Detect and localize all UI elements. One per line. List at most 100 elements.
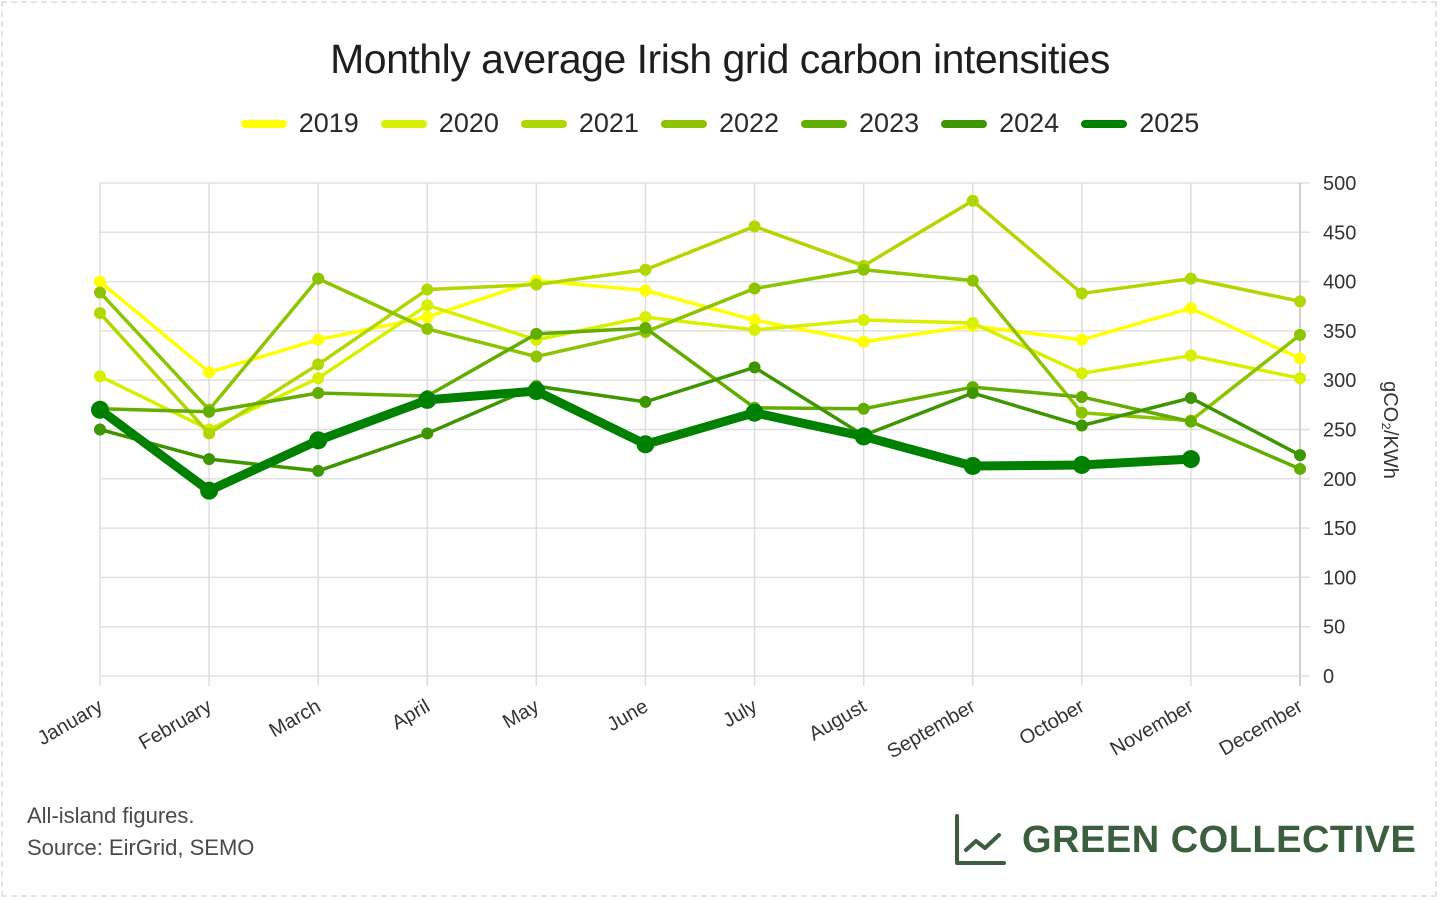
legend-label: 2025 <box>1139 108 1200 138</box>
data-point-2019 <box>639 284 652 297</box>
x-tick-label: May <box>499 695 543 733</box>
legend-swatch <box>240 119 287 128</box>
data-point-2022 <box>857 263 870 276</box>
data-point-2019 <box>312 333 325 346</box>
data-point-2022 <box>421 322 434 335</box>
data-point-2025 <box>1072 455 1091 474</box>
data-point-2021 <box>203 427 216 440</box>
x-tick-label: December <box>1216 695 1307 760</box>
data-point-2023 <box>312 387 325 400</box>
series-2021 <box>94 194 1306 440</box>
data-point-2023 <box>639 321 652 334</box>
series-line-2021 <box>98 198 1302 436</box>
y-tick-label: 250 <box>1323 420 1356 442</box>
x-tick-label: January <box>34 695 107 750</box>
series-line-2019 <box>98 278 1302 375</box>
footnote-source: Source: EirGrid, SEMO <box>27 835 255 860</box>
data-point-2020 <box>1075 367 1088 380</box>
series-line-2023 <box>98 326 1302 471</box>
data-point-2020 <box>639 311 652 324</box>
data-point-2020 <box>94 370 106 383</box>
legend-item-2020[interactable]: 2020 <box>380 108 499 139</box>
data-point-2021 <box>530 278 543 291</box>
footnote: All-island figures. Source: EirGrid, SEM… <box>27 800 254 864</box>
data-point-2025 <box>309 431 328 450</box>
y-tick-label: 350 <box>1323 321 1356 343</box>
legend-item-2021[interactable]: 2021 <box>520 108 639 139</box>
data-point-2025 <box>745 403 764 422</box>
legend-swatch <box>520 119 567 128</box>
data-point-2025 <box>418 390 437 409</box>
series-group <box>91 194 1306 500</box>
y-tick-label: 300 <box>1323 370 1356 392</box>
data-point-2025 <box>527 382 546 401</box>
y-axis-label: gCO₂/KWh <box>1379 381 1401 479</box>
data-point-2025 <box>200 481 219 500</box>
data-point-2021 <box>748 220 761 233</box>
data-point-2024 <box>94 423 106 436</box>
legend-item-2025[interactable]: 2025 <box>1081 108 1199 139</box>
data-point-2020 <box>966 317 979 330</box>
data-point-2023 <box>1294 462 1306 475</box>
line-chart: 0 50 100 150 200 250 300 350 400 450 500 January Feb… <box>34 173 1401 763</box>
series-line-2022 <box>98 268 1302 423</box>
data-point-2021 <box>312 358 325 371</box>
legend-label: 2019 <box>298 108 359 138</box>
line-chart-icon <box>955 814 1006 865</box>
data-point-2020 <box>1294 372 1306 385</box>
legend-swatch <box>660 119 707 128</box>
x-tick-label: February <box>135 695 215 754</box>
data-point-2023 <box>1075 390 1088 403</box>
data-point-2020 <box>748 323 761 336</box>
data-point-2023 <box>1184 415 1197 428</box>
legend-label: 2021 <box>578 108 639 138</box>
series-line-2020 <box>98 303 1302 432</box>
data-point-2019 <box>857 335 870 348</box>
data-point-2025 <box>636 435 655 454</box>
x-tick-label: August <box>805 695 870 745</box>
data-point-2019 <box>1294 352 1306 365</box>
chart-title: Monthly average Irish grid carbon intens… <box>330 36 1110 82</box>
data-point-2022 <box>1075 406 1088 419</box>
brand-logo[interactable]: GREEN COLLECTIVE <box>952 812 1416 868</box>
data-point-2022 <box>530 350 543 363</box>
legend-item-2024[interactable]: 2024 <box>941 108 1059 139</box>
data-point-2019 <box>421 311 434 324</box>
data-point-2024 <box>639 395 652 408</box>
data-point-2019 <box>1075 333 1088 346</box>
data-point-2021 <box>421 283 434 296</box>
legend-label: 2024 <box>999 108 1060 138</box>
data-point-2021 <box>966 194 979 207</box>
data-point-2019 <box>748 314 761 327</box>
legend-swatch <box>801 119 848 128</box>
y-tick-label: 0 <box>1323 666 1334 688</box>
data-point-2022 <box>94 286 106 299</box>
footnote-coverage: All-island figures. <box>27 803 195 828</box>
data-point-2023 <box>530 327 543 340</box>
data-point-2020 <box>312 372 325 385</box>
x-tick-label: November <box>1107 695 1198 760</box>
x-tick-label: July <box>719 695 761 732</box>
x-tick-label: March <box>266 695 325 742</box>
data-point-2023 <box>857 402 870 415</box>
data-point-2020 <box>421 299 434 312</box>
data-point-2022 <box>748 282 761 295</box>
data-point-2020 <box>1184 349 1197 362</box>
legend-item-2022[interactable]: 2022 <box>660 108 780 139</box>
legend-swatch <box>941 119 988 128</box>
data-point-2024 <box>1075 419 1088 432</box>
data-point-2021 <box>1294 295 1306 308</box>
legend-item-2019[interactable]: 2019 <box>240 108 359 139</box>
legend-item-2023[interactable]: 2023 <box>801 108 919 139</box>
data-point-2021 <box>94 307 106 320</box>
data-point-2021 <box>639 263 652 276</box>
data-point-2020 <box>857 314 870 327</box>
brand-name: GREEN COLLECTIVE <box>1022 818 1417 861</box>
data-point-2025 <box>1181 450 1200 469</box>
x-tick-label: September <box>883 695 979 763</box>
legend-swatch <box>380 119 427 128</box>
legend-label: 2022 <box>718 108 780 138</box>
data-point-2024 <box>312 464 325 477</box>
series-2019 <box>94 274 1306 379</box>
